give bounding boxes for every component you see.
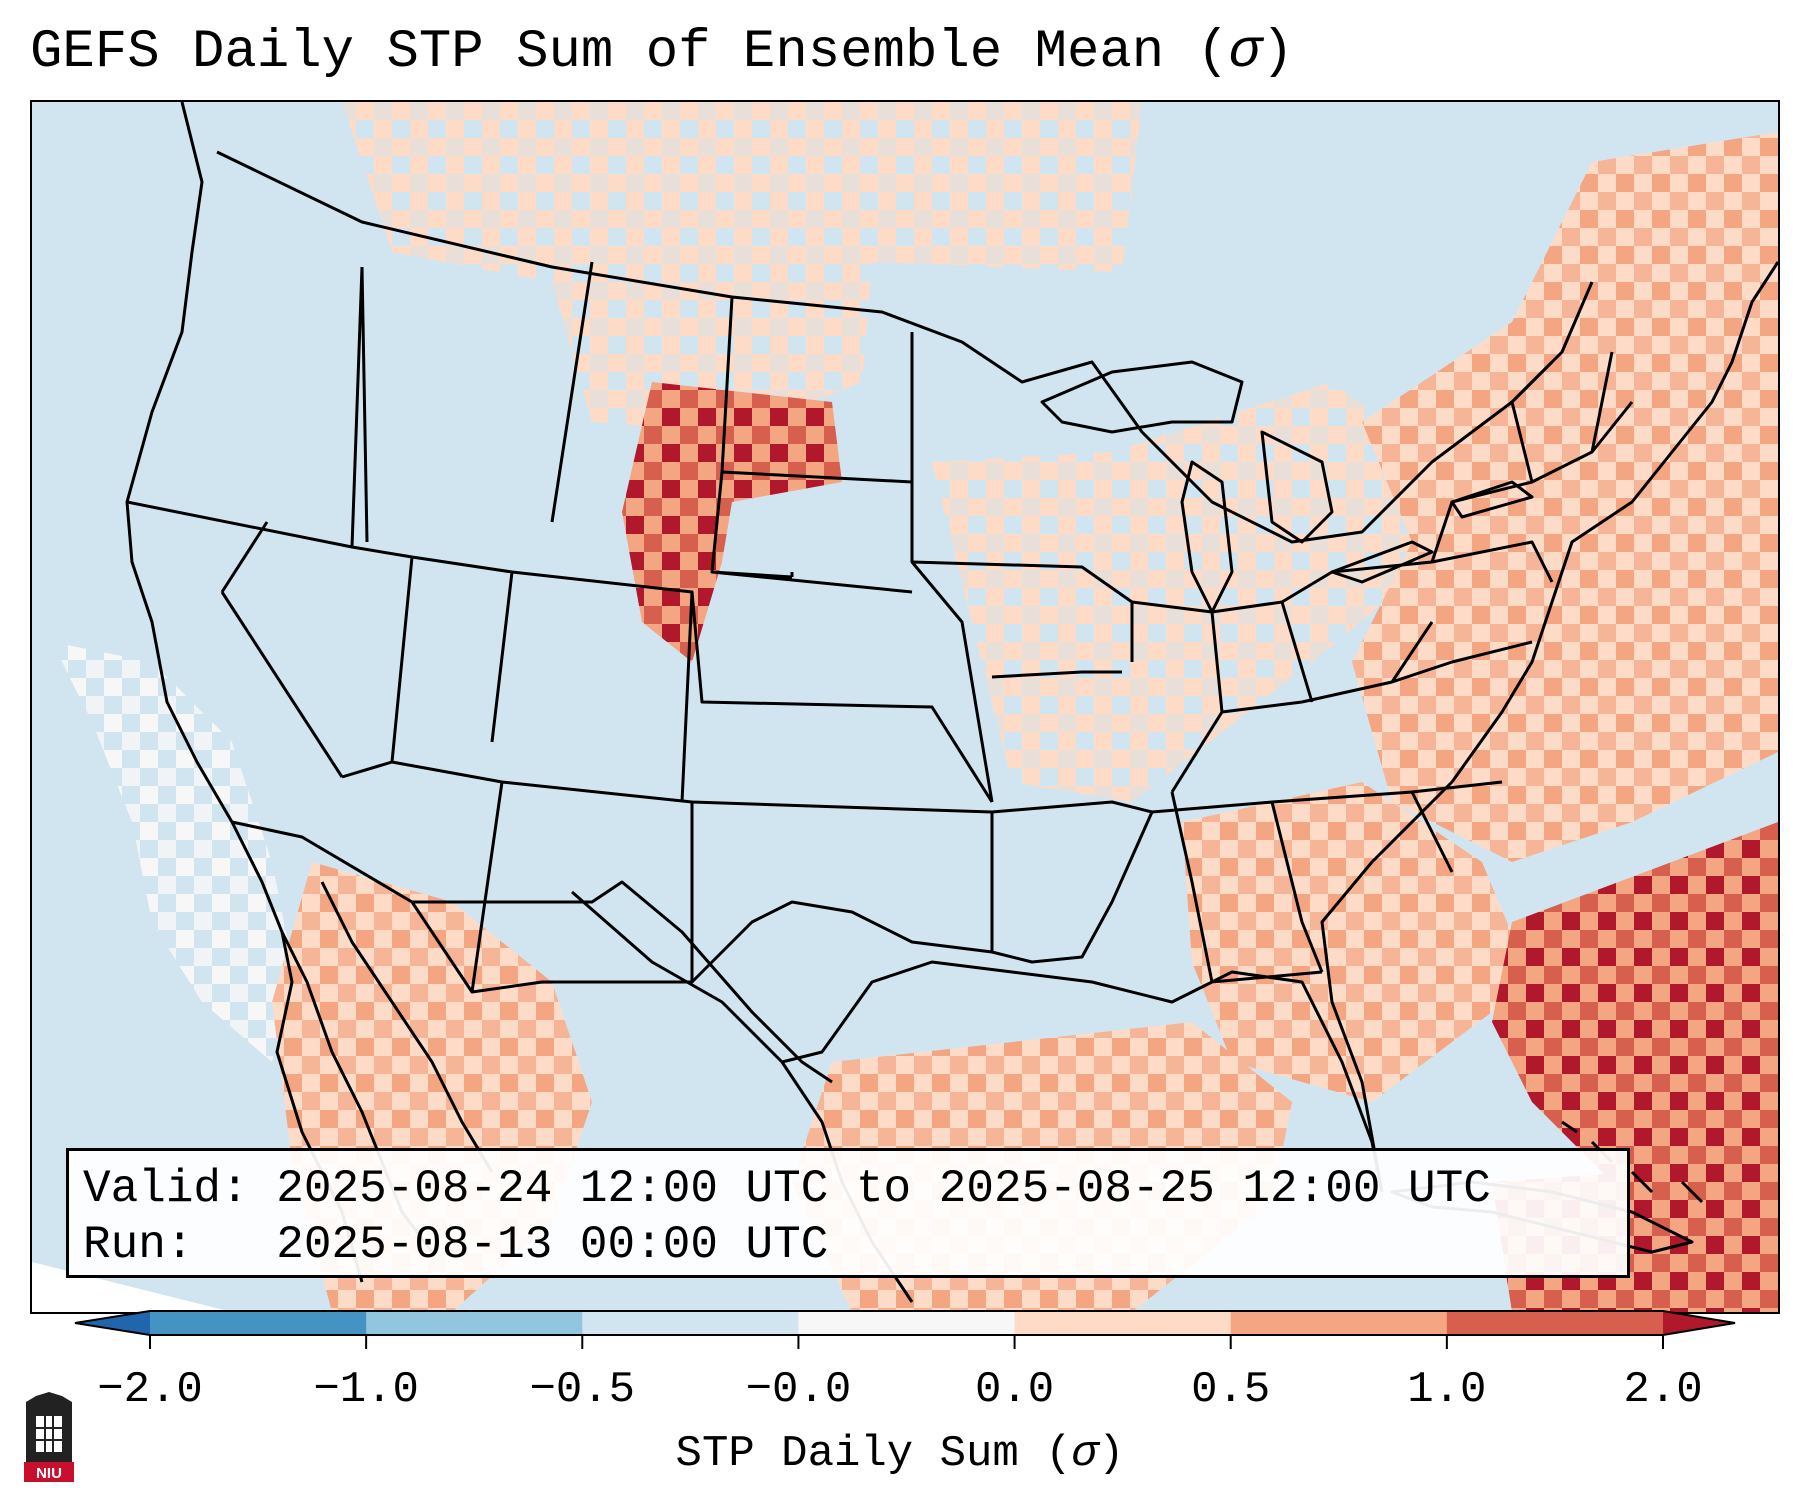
colorbar <box>74 1310 1736 1349</box>
info-box: Valid: 2025-08-24 12:00 UTC to 2025-08-2… <box>66 1148 1630 1278</box>
colorbar-label-text: STP Daily Sum ( <box>675 1429 1072 1479</box>
title-text: GEFS Daily STP Sum of Ensemble Mean ( <box>30 22 1229 83</box>
west-coastline <box>125 102 364 1283</box>
colorbar-tick-label: −0.5 <box>529 1365 636 1415</box>
anomaly-mid-atlantic-northeast <box>1352 132 1778 862</box>
anomaly-northern-plains <box>342 102 1142 432</box>
colorbar-tick-label: −2.0 <box>97 1365 203 1415</box>
colorbar-tick-label: 2.0 <box>1623 1365 1703 1415</box>
state-lines-plains <box>550 261 994 984</box>
colorbar-tick-label: −1.0 <box>313 1365 419 1415</box>
run-value: 2025-08-13 00:00 UTC <box>276 1219 829 1271</box>
logo-text: NIU <box>36 1465 62 1482</box>
colorbar-tick-label: −0.0 <box>745 1365 852 1415</box>
map-frame <box>30 100 1780 1314</box>
canada-us-border <box>216 150 1594 544</box>
colorbar-bin <box>582 1311 800 1335</box>
anomaly-western-atlantic <box>1492 822 1778 1202</box>
title-sigma: σ <box>1229 22 1262 83</box>
great-lakes-outline <box>1040 360 1534 614</box>
run-row: Run: 2025-08-13 00:00 UTC <box>83 1217 1613 1273</box>
niu-logo-icon: NIU <box>24 1392 74 1482</box>
state-lines-east <box>1151 351 1634 984</box>
anomaly-black-hills-wyoming <box>622 382 842 662</box>
colorbar-bin <box>1446 1311 1664 1335</box>
title-close: ) <box>1261 22 1294 83</box>
colorbar-label-close: ) <box>1098 1429 1125 1479</box>
logo-red-band <box>24 1462 74 1482</box>
run-label: Run: <box>83 1219 194 1271</box>
colorbar-bin <box>1014 1311 1232 1335</box>
colorbar-label-sigma: σ <box>1071 1429 1099 1479</box>
colorbar-bin <box>366 1311 583 1335</box>
colorbar-tick-label: 0.0 <box>974 1365 1055 1415</box>
colorbar-bin <box>1230 1311 1448 1335</box>
anomaly-great-lakes <box>932 382 1432 802</box>
colorbar-bin <box>150 1311 367 1335</box>
colorbar-extend-high <box>1663 1311 1735 1335</box>
us-mexico-border <box>231 820 833 1084</box>
colorbar-label: STP Daily Sum (σ) <box>676 1428 1125 1480</box>
valid-row: Valid: 2025-08-24 12:00 UTC to 2025-08-2… <box>83 1161 1613 1217</box>
colorbar-extend-low <box>75 1311 150 1335</box>
colorbar-tick-label: 1.0 <box>1407 1365 1487 1415</box>
anomaly-southeast-coast <box>1182 782 1532 1102</box>
map-title: GEFS Daily STP Sum of Ensemble Mean (σ) <box>30 22 1294 84</box>
valid-label: Valid: <box>83 1163 249 1215</box>
map <box>32 102 1778 1312</box>
colorbar-tick-label: 0.5 <box>1191 1365 1271 1415</box>
logo-window-grid <box>36 1416 62 1452</box>
logo-window-lines <box>36 1416 62 1452</box>
valid-value: 2025-08-24 12:00 UTC to 2025-08-25 12:00… <box>276 1163 1491 1215</box>
atlantic-coastline <box>1320 261 1778 1193</box>
anomaly-pacific-coast <box>52 642 292 1062</box>
colorbar-bin <box>798 1311 1016 1335</box>
